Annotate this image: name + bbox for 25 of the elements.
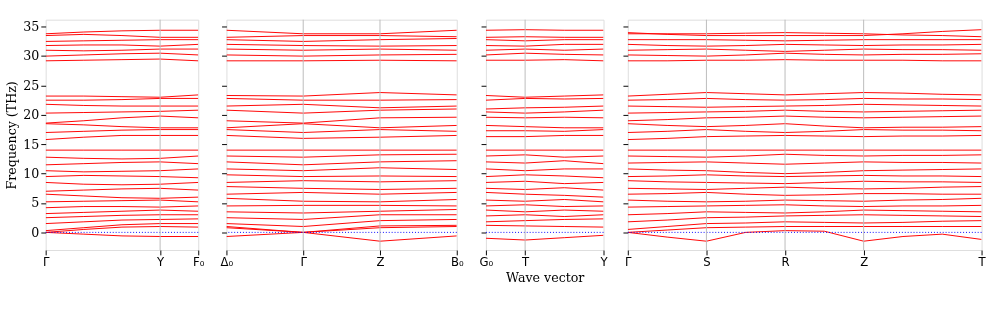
y-tick-label: 25 [23,77,40,93]
x-tick-label: Z [376,255,385,270]
y-tick-label: 0 [31,224,40,240]
x-tick-label: Γ [42,255,50,270]
x-tick-label: Z [860,255,869,270]
y-tick-label: 30 [23,48,40,64]
x-tick-label: G₀ [479,255,494,270]
x-axis-title: Wave vector [505,269,586,285]
y-tick-label: 20 [23,107,40,123]
x-tick-label: Γ [300,255,308,270]
x-tick-label: Δ₀ [220,255,234,270]
x-tick-label: S [703,255,711,270]
y-tick-label: 15 [23,136,40,152]
x-tick-label: R [781,255,790,270]
x-tick-label: Γ [625,255,633,270]
x-tick-label: F₀ [193,255,205,270]
x-tick-label: Y [599,255,609,270]
y-axis-title: Frequency (THz) [4,81,20,190]
x-tick-label: Y [156,255,166,270]
x-tick-label: B₀ [450,255,464,270]
y-tick-label: 10 [23,166,40,181]
x-tick-label: T [521,255,531,270]
x-tick-label: T [977,255,987,270]
y-tick-label: 35 [23,19,40,35]
y-tick-label: 5 [31,195,40,211]
